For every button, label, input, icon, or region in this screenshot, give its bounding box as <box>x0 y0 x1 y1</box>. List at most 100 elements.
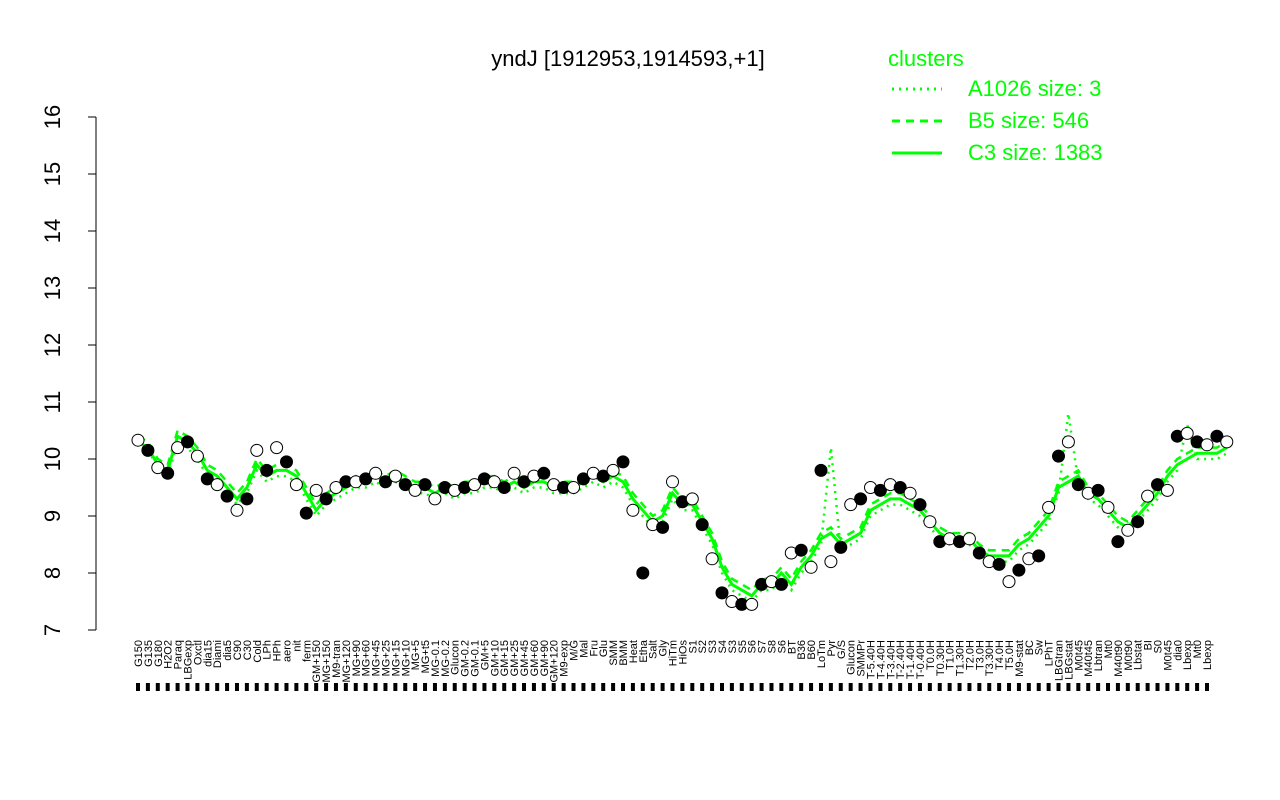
data-point <box>151 461 165 475</box>
x-tick-label: T3.0H <box>974 640 986 670</box>
data-point <box>497 481 511 494</box>
x-tick-label: GM-0.2 <box>460 640 472 677</box>
x-tick-label: M40t90 <box>1113 640 1125 677</box>
series-line-dashed <box>137 428 1228 592</box>
data-point <box>161 466 175 480</box>
data-point <box>854 492 868 506</box>
x-tick-label: Lbstat <box>1133 640 1145 670</box>
data-point <box>1012 563 1026 577</box>
x-tick-label: HiOs <box>677 640 689 665</box>
data-point <box>369 466 383 480</box>
x-tick-mark <box>561 683 566 691</box>
x-tick-mark <box>551 683 556 691</box>
x-tick-label: Glucon <box>846 640 858 675</box>
x-tick-mark <box>809 683 814 691</box>
data-point <box>1052 449 1065 463</box>
x-tick-mark <box>1046 683 1051 691</box>
data-point <box>260 463 274 477</box>
data-point <box>1042 500 1056 514</box>
x-tick-label: Mal <box>578 640 590 658</box>
x-tick-label: Cold <box>252 640 264 663</box>
x-tick-mark <box>531 683 536 691</box>
x-tick-label: S7 <box>757 640 769 653</box>
data-point <box>1091 483 1105 497</box>
x-tick-label: GM+60 <box>529 640 541 676</box>
x-tick-label: MG+45 <box>371 640 383 676</box>
x-tick-mark <box>393 683 398 691</box>
data-point <box>824 555 838 569</box>
data-point <box>289 478 303 492</box>
x-tick-label: Heat <box>628 640 640 663</box>
data-point <box>1220 435 1234 449</box>
data-points <box>131 426 1234 611</box>
x-tick-mark <box>541 683 546 691</box>
x-tick-label: GM-0.1 <box>470 640 482 677</box>
data-point <box>220 489 234 503</box>
x-tick-mark <box>324 683 329 691</box>
x-tick-label: aero <box>281 640 293 662</box>
x-tick-mark <box>413 683 418 691</box>
x-tick-label: dia5 <box>222 640 234 661</box>
x-tick-mark <box>1007 683 1012 691</box>
x-tick-label: MG+60 <box>361 640 373 676</box>
x-tick-label: S5 <box>737 640 749 653</box>
data-point <box>1160 483 1174 497</box>
data-point <box>834 540 848 554</box>
x-tick-mark <box>591 683 596 691</box>
x-tick-mark <box>462 683 467 691</box>
x-tick-mark <box>1016 683 1021 691</box>
x-tick-label: MG+15 <box>390 640 402 676</box>
x-tick-mark <box>1205 683 1209 691</box>
x-tick-label: Paraq <box>173 640 185 669</box>
data-point <box>1200 438 1214 452</box>
x-tick-mark <box>472 683 477 691</box>
x-tick-label: Pyr <box>826 640 838 657</box>
x-tick-mark <box>1175 683 1180 691</box>
x-tick-mark <box>957 683 962 691</box>
x-tick-label: S6 <box>776 640 788 653</box>
x-tick-label: dia0 <box>1172 640 1184 661</box>
data-point <box>1180 426 1194 440</box>
x-tick-mark <box>719 683 724 691</box>
x-tick-mark <box>710 683 715 691</box>
x-tick-label: Lbexp <box>1202 640 1214 670</box>
x-tick-mark <box>581 683 586 691</box>
x-tick-mark <box>779 683 784 691</box>
x-tick-mark <box>353 683 358 691</box>
x-tick-mark <box>997 683 1002 691</box>
x-tick-label: T3.30H <box>984 640 996 676</box>
x-tick-label: BT <box>786 640 798 654</box>
x-tick-mark <box>1106 683 1111 691</box>
data-point <box>270 441 284 455</box>
x-tick-mark <box>868 683 873 691</box>
x-tick-mark <box>838 683 843 691</box>
x-tick-label: Oxctl <box>192 640 204 665</box>
data-point <box>379 475 392 489</box>
y-tick-label: 14 <box>40 219 65 243</box>
x-tick-mark <box>155 683 160 691</box>
x-tick-label: C90 <box>232 640 244 660</box>
y-tick-label: 13 <box>40 276 65 300</box>
x-tick-label: S0 <box>1153 640 1165 653</box>
x-tick-label: ferm <box>301 640 313 662</box>
x-tick-mark <box>442 683 447 691</box>
x-tick-label: T-5.40H <box>865 640 877 679</box>
data-point <box>230 503 244 517</box>
data-point <box>190 449 204 463</box>
x-tick-mark <box>234 683 239 691</box>
data-point <box>210 478 224 492</box>
x-tick-mark <box>195 683 200 691</box>
x-tick-mark <box>700 683 705 691</box>
x-tick-mark <box>343 683 348 691</box>
data-point <box>626 503 640 517</box>
x-tick-mark <box>977 683 982 691</box>
x-tick-label: B60 <box>806 640 818 660</box>
x-tick-mark <box>987 683 992 691</box>
x-tick-mark <box>571 683 576 691</box>
y-tick-label: 16 <box>40 105 65 129</box>
x-tick-mark <box>769 683 774 691</box>
x-tick-mark <box>1026 683 1031 691</box>
data-point <box>280 455 293 469</box>
x-tick-mark <box>175 683 180 691</box>
x-tick-label: Etha <box>638 639 650 663</box>
